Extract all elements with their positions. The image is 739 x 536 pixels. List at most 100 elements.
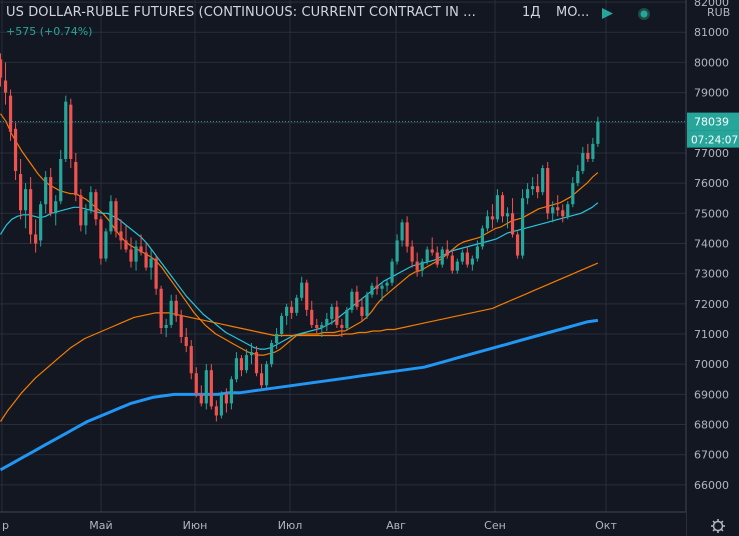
candle-body	[596, 121, 600, 144]
candle-body	[370, 285, 374, 295]
price-tick-label: 73000	[694, 268, 729, 281]
price-tick-label: 70000	[694, 358, 729, 371]
candle-body	[129, 249, 133, 262]
candle-body	[259, 373, 264, 386]
gear-icon[interactable]	[711, 519, 725, 533]
exchange-label[interactable]: MO...	[556, 5, 590, 20]
price-tick-label: 79000	[694, 87, 729, 100]
candle-body	[546, 168, 550, 214]
candle-body	[285, 306, 289, 316]
candle-body	[249, 352, 254, 356]
time-tick-label: р	[2, 519, 9, 532]
candle-body	[34, 234, 38, 244]
price-tick-label: 66000	[694, 479, 729, 492]
time-tick-label: Окт	[595, 519, 617, 532]
price-tick-label: 74000	[694, 237, 729, 250]
candle-body	[49, 177, 53, 214]
candle-body	[44, 177, 48, 205]
candle-body	[13, 128, 18, 172]
candle-body	[24, 189, 28, 211]
last-price: 78039 07:24:07	[0, 112, 739, 148]
candle-body	[54, 201, 58, 214]
price-tick-label: 72000	[694, 298, 729, 311]
candle-body	[435, 252, 439, 265]
candle-body	[144, 252, 148, 268]
candle-body	[300, 282, 304, 298]
symbol-title[interactable]: US DOLLAR-RUBLE FUTURES (CONTINUOUS: CUR…	[6, 5, 476, 20]
candle-body	[59, 158, 63, 202]
price-axis-bg	[686, 0, 739, 536]
candle-body	[465, 252, 469, 265]
candle-body	[325, 318, 329, 325]
flag-icon[interactable]	[600, 7, 614, 24]
candle-body	[500, 195, 505, 217]
time-tick-label: Май	[89, 519, 112, 532]
candle-body	[385, 282, 389, 286]
candle-body	[571, 183, 575, 205]
candle-body	[355, 291, 359, 307]
price-tick-label: 71000	[694, 328, 729, 341]
candlesticks	[0, 53, 600, 422]
candle-body	[395, 240, 399, 262]
candle-body	[159, 288, 163, 328]
candle-body	[510, 213, 515, 235]
ma-long-line	[0, 318, 599, 472]
candle-body	[114, 201, 118, 232]
candle-body	[561, 210, 565, 217]
candle-body	[586, 152, 590, 159]
candle-body	[3, 80, 8, 93]
candle-body	[460, 252, 464, 262]
candle-body	[99, 219, 103, 259]
candle-body	[526, 189, 530, 199]
candle-body	[8, 95, 13, 132]
market-status-icon[interactable]	[637, 7, 651, 25]
countdown-label: 07:24:07	[691, 135, 738, 147]
gear-tooth	[720, 520, 724, 524]
candle-body	[310, 309, 314, 325]
candle-body	[79, 195, 83, 226]
ma-mid-line	[0, 202, 599, 350]
candle-body	[425, 249, 429, 262]
price-tick-label: 69000	[694, 388, 729, 401]
candle-body	[269, 343, 274, 365]
candle-body	[64, 101, 68, 159]
time-axis-bg	[0, 512, 686, 536]
candle-body	[29, 189, 33, 235]
interval-label[interactable]: 1Д	[522, 5, 541, 20]
candle-body	[189, 346, 193, 374]
candle-body	[320, 324, 324, 328]
currency-label[interactable]: RUB	[707, 6, 731, 19]
candle-body	[204, 370, 208, 404]
candle-body	[335, 306, 339, 325]
countdown-tag	[687, 130, 739, 148]
candle-body	[581, 152, 585, 172]
candle-body	[330, 306, 334, 319]
candle-body	[94, 192, 98, 220]
candle-body	[515, 234, 520, 256]
candle-body	[430, 249, 434, 253]
gear-tooth	[720, 528, 724, 532]
grid	[0, 0, 686, 512]
chart-header: US DOLLAR-RUBLE FUTURES (CONTINUOUS: CUR…	[6, 5, 476, 20]
candle-body	[84, 210, 88, 226]
candle-body	[119, 231, 123, 241]
candle-body	[244, 355, 249, 371]
candle-body	[174, 300, 178, 316]
candle-body	[134, 246, 138, 262]
candle-body	[0, 59, 3, 78]
candle-body	[445, 249, 449, 256]
candle-body	[490, 216, 495, 220]
candle-body	[440, 249, 444, 265]
candle-body	[415, 261, 419, 271]
price-tick-label: 80000	[694, 56, 729, 69]
candle-body	[360, 306, 364, 316]
candle-body	[495, 195, 500, 220]
ma-fast-line	[0, 113, 599, 356]
candle-body	[520, 198, 525, 256]
candle-body	[531, 186, 535, 190]
candle-body	[576, 171, 580, 184]
price-axis: 66000 67000 68000 69000 70000 71000 72000 73000…	[685, 0, 739, 536]
candle-body	[124, 240, 128, 250]
candle-body	[591, 143, 595, 159]
moving-averages	[0, 113, 599, 472]
